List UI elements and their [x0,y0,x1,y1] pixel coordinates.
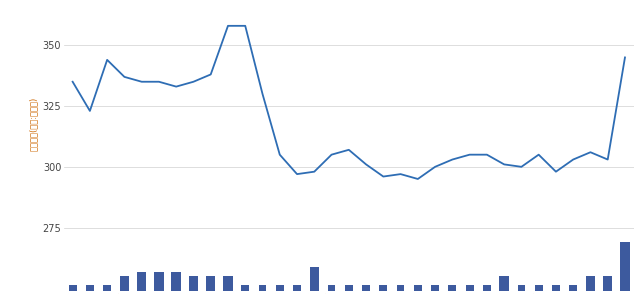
Y-axis label: 거래금액(단위:백만원): 거래금액(단위:백만원) [29,97,38,151]
Bar [380,285,387,291]
Bar [68,285,77,291]
Bar [362,285,370,291]
Bar [172,272,181,291]
Bar [586,276,595,291]
Bar [620,242,630,291]
Bar [120,276,129,291]
Bar [293,285,301,291]
Bar [431,285,439,291]
Bar [518,285,525,291]
Bar [259,285,266,291]
Bar [535,285,543,291]
Bar [499,276,509,291]
Bar [86,285,94,291]
Bar [483,285,491,291]
Bar [466,285,474,291]
Bar [328,285,335,291]
Bar [103,285,111,291]
Bar [345,285,353,291]
Bar [276,285,284,291]
Bar [603,276,612,291]
Bar [449,285,456,291]
Bar [154,272,164,291]
Bar [552,285,560,291]
Bar [137,272,147,291]
Bar [397,285,404,291]
Bar [414,285,422,291]
Bar [206,276,216,291]
Bar [570,285,577,291]
Bar [189,276,198,291]
Bar [223,276,233,291]
Bar [310,267,319,291]
Bar [241,285,249,291]
